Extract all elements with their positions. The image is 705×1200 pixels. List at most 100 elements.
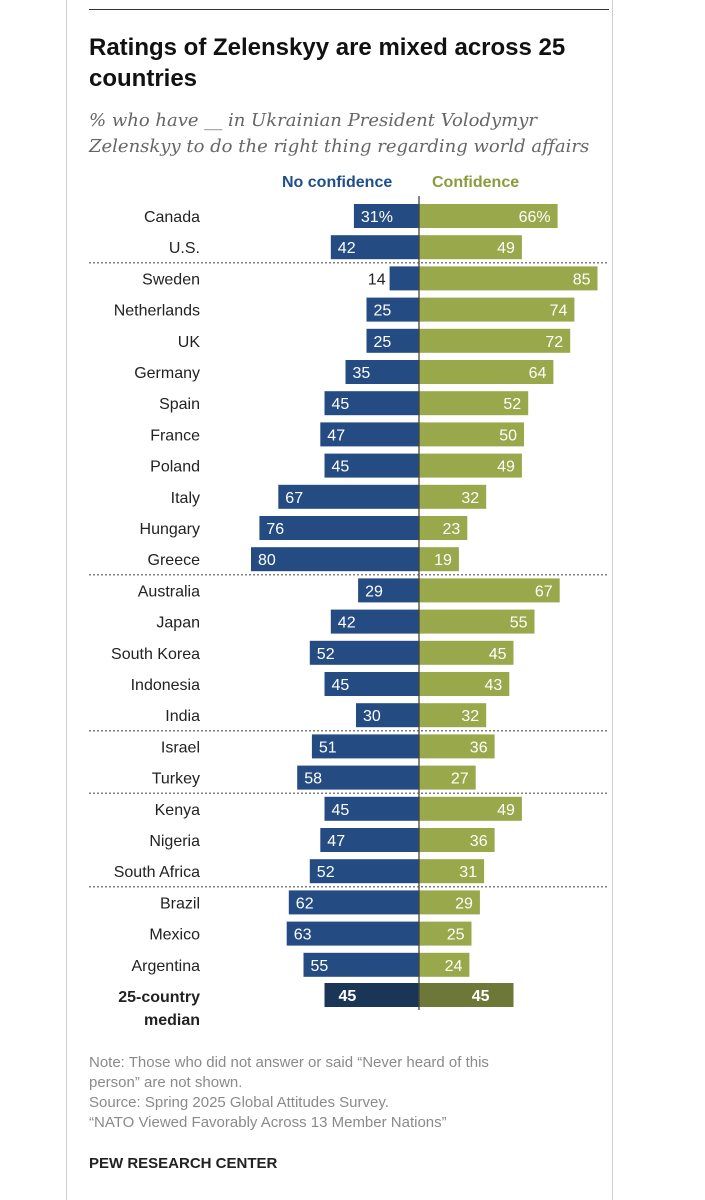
chart-title: Ratings of Zelenskyy are mixed across 25… [89, 34, 566, 92]
value-confidence-mexico: 25 [447, 927, 465, 944]
notes: Note: Those who did not answer or said “… [89, 1053, 609, 1133]
value-no-confidence-kenya: 45 [332, 802, 350, 819]
bar-confidence-canada [419, 204, 558, 228]
value-no-confidence-u-s-: 42 [338, 240, 356, 257]
value-confidence-france: 50 [499, 427, 517, 444]
value-confidence-south-africa: 31 [459, 864, 477, 881]
category-label-argentina: Argentina [132, 958, 201, 975]
median-label-line-1: 25-country [118, 989, 200, 1006]
right-border [612, 0, 613, 1200]
value-confidence-israel: 36 [470, 739, 488, 756]
category-label-mexico: Mexico [149, 927, 200, 944]
value-confidence-hungary: 23 [443, 521, 461, 538]
bar-confidence-south-korea [419, 640, 514, 665]
bar-confidence-japan [419, 609, 535, 634]
value-no-confidence-israel: 51 [319, 739, 337, 756]
value-confidence-poland: 49 [497, 459, 515, 476]
bar-no-confidence-japan [330, 609, 419, 634]
value-no-confidence-indonesia: 45 [332, 677, 350, 694]
category-label-hungary: Hungary [140, 521, 200, 538]
value-no-confidence-germany: 35 [353, 365, 371, 382]
note-line-1: Note: Those who did not answer or said “… [89, 1054, 489, 1071]
category-label-turkey: Turkey [152, 771, 200, 788]
value-no-confidence-france: 47 [327, 427, 345, 444]
category-label-brazil: Brazil [160, 895, 200, 912]
value-confidence-argentina: 24 [445, 958, 463, 975]
median-label-line-2: median [144, 1012, 200, 1029]
value-confidence-netherlands: 74 [550, 303, 568, 320]
bar-confidence-turkey [419, 765, 476, 790]
category-label-spain: Spain [159, 396, 200, 413]
bar-confidence-spain [419, 391, 529, 416]
value-confidence-spain: 52 [503, 396, 521, 413]
value-no-confidence-turkey: 58 [304, 771, 322, 788]
bar-confidence-greece [419, 547, 459, 572]
value-confidence-canada: 66% [519, 209, 551, 226]
value-no-confidence-netherlands: 25 [374, 303, 392, 320]
bar-no-confidence-hungary [259, 516, 419, 540]
category-label-netherlands: Netherlands [114, 303, 200, 320]
category-label-south-korea: South Korea [111, 646, 200, 663]
bar-no-confidence-australia [358, 578, 419, 603]
bar-no-confidence-france [320, 422, 419, 447]
value-no-confidence-spain: 45 [332, 396, 350, 413]
bar-no-confidence-brazil [288, 890, 419, 915]
note-line-2: person” are not shown. [89, 1074, 243, 1091]
bar-confidence-australia [419, 578, 560, 603]
value-confidence-kenya: 49 [497, 802, 515, 819]
value-no-confidence-south-africa: 52 [317, 864, 335, 881]
category-label-france: France [150, 427, 200, 444]
value-no-confidence-canada: 31% [361, 209, 393, 226]
bar-confidence-mexico [419, 921, 472, 946]
bar-confidence-brazil [419, 890, 480, 915]
category-label-israel: Israel [161, 739, 200, 756]
category-label-poland: Poland [150, 459, 200, 476]
bar-no-confidence-south-korea [309, 640, 419, 665]
value-no-confidence-poland: 45 [332, 459, 350, 476]
bar-no-confidence-nigeria [320, 828, 419, 852]
bar-no-confidence-sweden [389, 266, 419, 291]
value-confidence-japan: 55 [510, 615, 528, 632]
bar-confidence-kenya [419, 796, 522, 821]
bar-no-confidence-indonesia [324, 672, 419, 696]
bar-confidence-france [419, 422, 524, 447]
source-line-2: “NATO Viewed Favorably Across 13 Member … [89, 1114, 447, 1131]
bar-confidence-israel [419, 734, 495, 759]
value-no-confidence-italy: 67 [285, 490, 303, 507]
value-no-confidence-sweden: 14 [368, 271, 386, 288]
bar-confidence-u-s- [419, 235, 522, 260]
category-label-india: India [165, 708, 200, 725]
bar-confidence-netherlands [419, 297, 575, 322]
category-label-south-africa: South Africa [114, 864, 200, 881]
value-confidence-italy: 32 [461, 490, 479, 507]
bar-no-confidence-south-africa [309, 859, 419, 884]
value-no-confidence-australia: 29 [365, 583, 383, 600]
bar-no-confidence-poland [324, 453, 419, 478]
category-label-japan: Japan [156, 615, 200, 632]
bar-confidence-poland [419, 453, 522, 478]
bar-no-confidence-canada [353, 204, 419, 228]
value-confidence-brazil: 29 [455, 895, 473, 912]
bar-no-confidence-turkey [297, 765, 419, 790]
category-label-sweden: Sweden [142, 271, 200, 288]
top-rule [89, 9, 609, 10]
bar-no-confidence-netherlands [366, 297, 419, 322]
value-no-confidence-uk: 25 [374, 334, 392, 351]
bar-no-confidence-india [356, 703, 419, 728]
category-label-greece: Greece [148, 552, 201, 569]
bar-no-confidence-italy [278, 484, 419, 509]
source-line-1: Source: Spring 2025 Global Attitudes Sur… [89, 1094, 389, 1111]
value-no-confidence-india: 30 [363, 708, 381, 725]
value-no-confidence-median: 45 [339, 988, 357, 1005]
category-label-canada: Canada [144, 209, 200, 226]
bar-confidence-south-africa [419, 859, 485, 884]
value-confidence-median: 45 [472, 988, 490, 1005]
chart-subtitle: % who have __ in Ukrainian President Vol… [89, 110, 590, 157]
category-label-nigeria: Nigeria [149, 833, 200, 850]
category-label-germany: Germany [134, 365, 200, 382]
value-confidence-nigeria: 36 [470, 833, 488, 850]
bar-no-confidence-argentina [303, 952, 419, 977]
bar-confidence-nigeria [419, 828, 495, 852]
value-confidence-turkey: 27 [451, 771, 469, 788]
